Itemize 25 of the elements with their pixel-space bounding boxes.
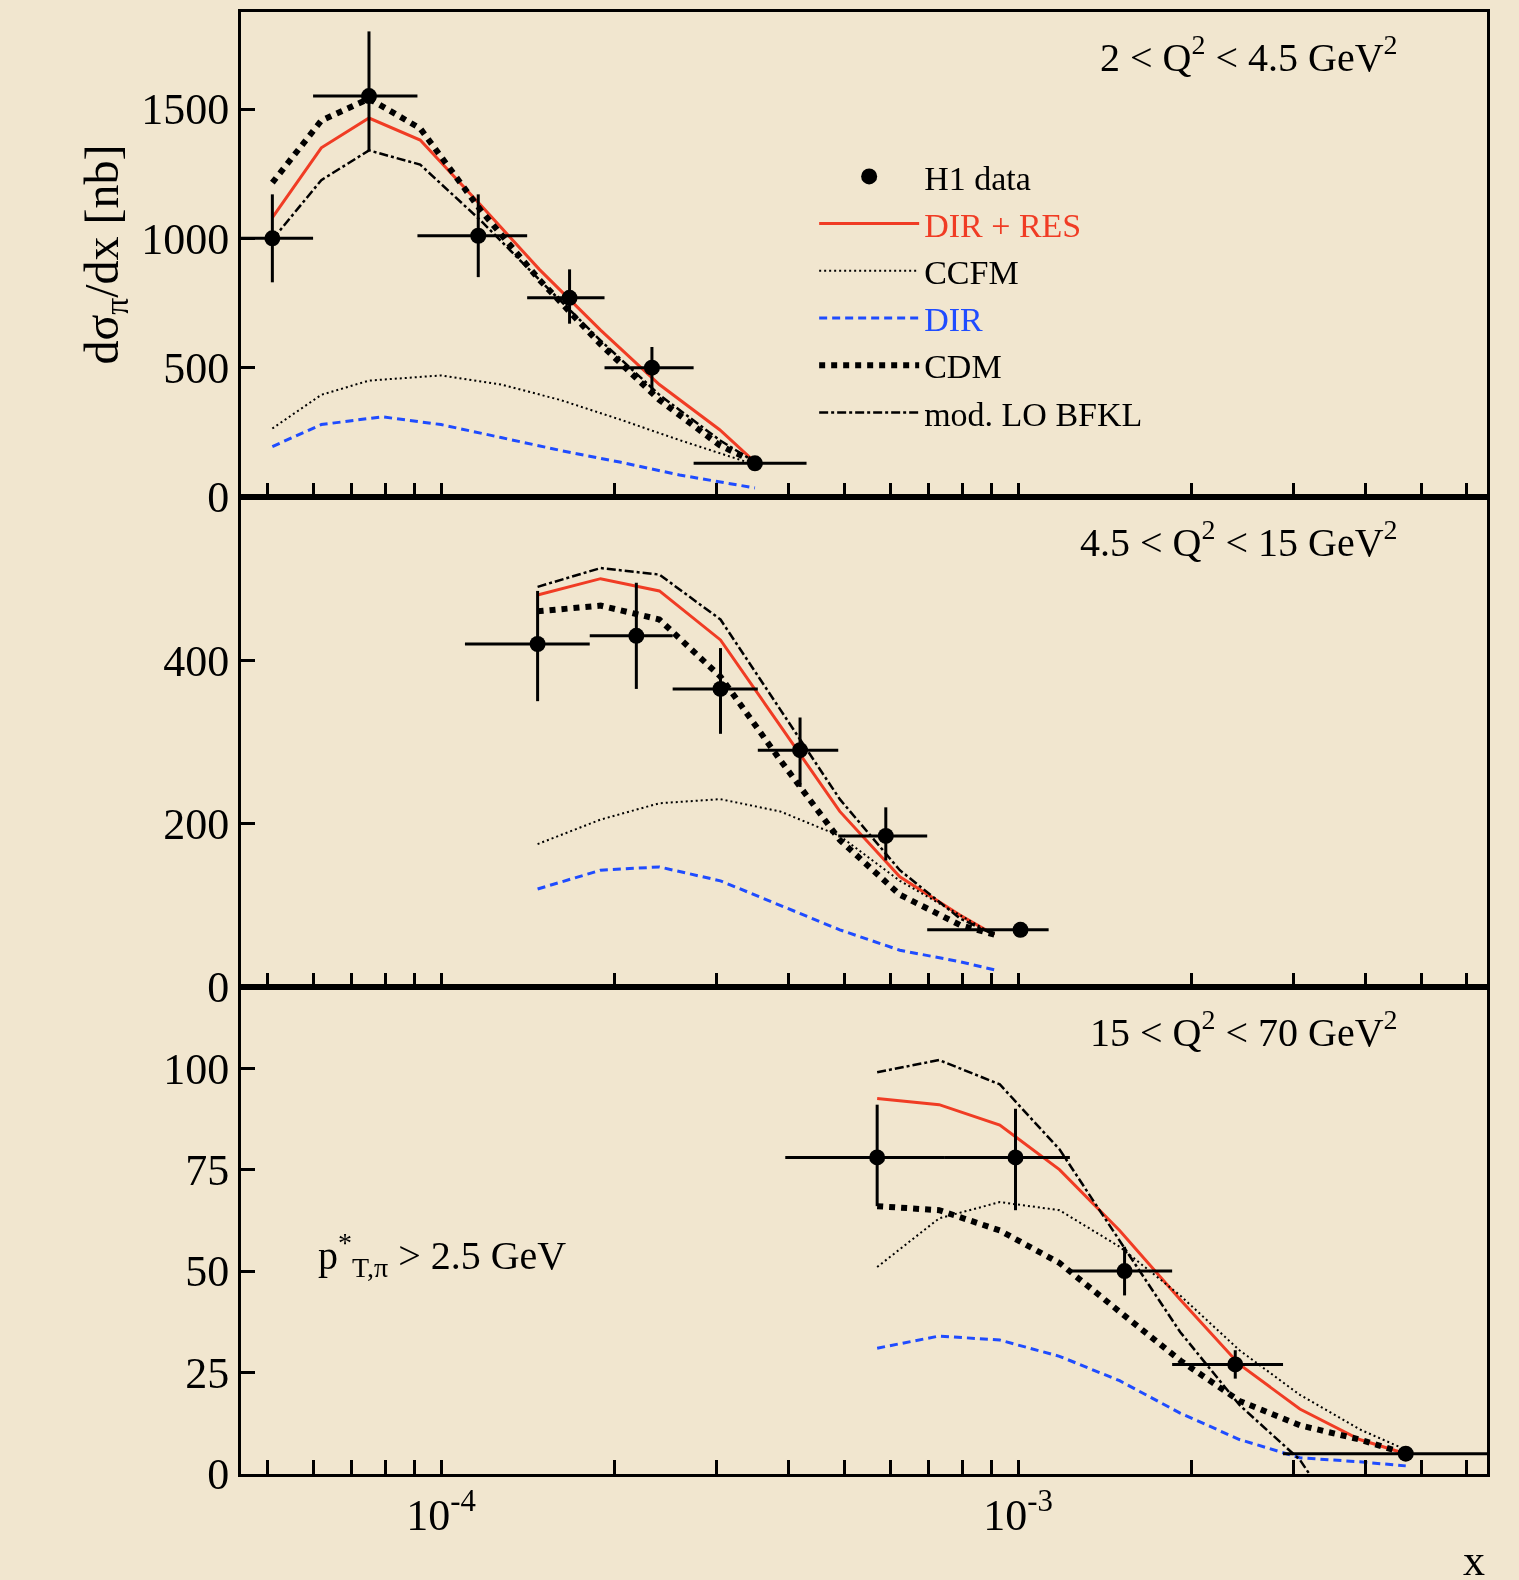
y-tick-label: 25 xyxy=(185,1348,230,1398)
y-tick-label: 0 xyxy=(207,1450,230,1500)
legend-label: DIR + RES xyxy=(924,206,1082,244)
annotation: 2 < Q$^{2}$ < 4.5 GeV$^{2}$ xyxy=(1100,29,1398,80)
legend-label: CDM xyxy=(924,348,1002,386)
legend-label: H1 data xyxy=(924,159,1031,197)
y-tick-label: 0 xyxy=(207,963,230,1013)
y-tick-label: 75 xyxy=(185,1146,230,1196)
x-axis-title: x xyxy=(1463,1536,1485,1580)
legend-label: CCFM xyxy=(924,254,1019,292)
x-tick-label: 10$^{-3}$ xyxy=(983,1484,1053,1540)
y-tick-label: 1500 xyxy=(141,85,230,135)
legend-label: mod. LO BFKL xyxy=(924,395,1143,433)
annotation: 4.5 < Q$^{2}$ < 15 GeV$^{2}$ xyxy=(1080,514,1398,565)
y-tick-label: 1000 xyxy=(141,214,230,264)
y-tick-label: 200 xyxy=(163,800,230,850)
legend-label: DIR xyxy=(924,301,984,339)
y-tick-label: 50 xyxy=(185,1247,230,1297)
y-tick-label: 500 xyxy=(163,344,230,394)
x-tick-label: 10$^{-4}$ xyxy=(406,1484,476,1540)
y-tick-label: 400 xyxy=(163,636,230,686)
annotation: p$^{*}$$_{T,π}$ > 2.5 GeV xyxy=(318,1227,567,1284)
annotation: 15 < Q$^{2}$ < 70 GeV$^{2}$ xyxy=(1090,1004,1398,1055)
y-tick-label: 100 xyxy=(163,1044,230,1094)
y-tick-label: 0 xyxy=(207,473,230,523)
